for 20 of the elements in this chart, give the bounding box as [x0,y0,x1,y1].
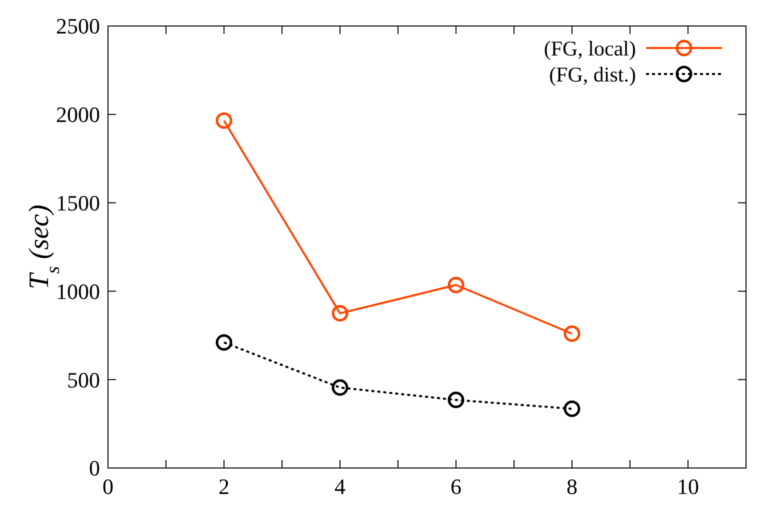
point [448,276,464,294]
y-tick-label: 0 [89,456,100,481]
legend-label: (FG, local) [544,36,636,60]
x-tick-label: 10 [677,474,699,499]
point [216,334,232,351]
y-tick-label: 2500 [56,14,100,39]
y-tick-label: 500 [67,367,100,392]
y-tick-label: 2000 [56,102,100,128]
point [564,325,580,342]
point [332,379,348,396]
legend-label: (FG, dist.) [549,62,636,86]
point [564,400,580,418]
x-tick-label: 4 [334,474,346,499]
y-tick-label: 1500 [56,190,100,216]
x-tick-label: 6 [450,474,462,499]
point [332,305,348,322]
x-tick-label: 8 [566,474,578,499]
x-tick-label: 2 [218,474,230,499]
point [216,112,232,129]
point [448,392,464,408]
